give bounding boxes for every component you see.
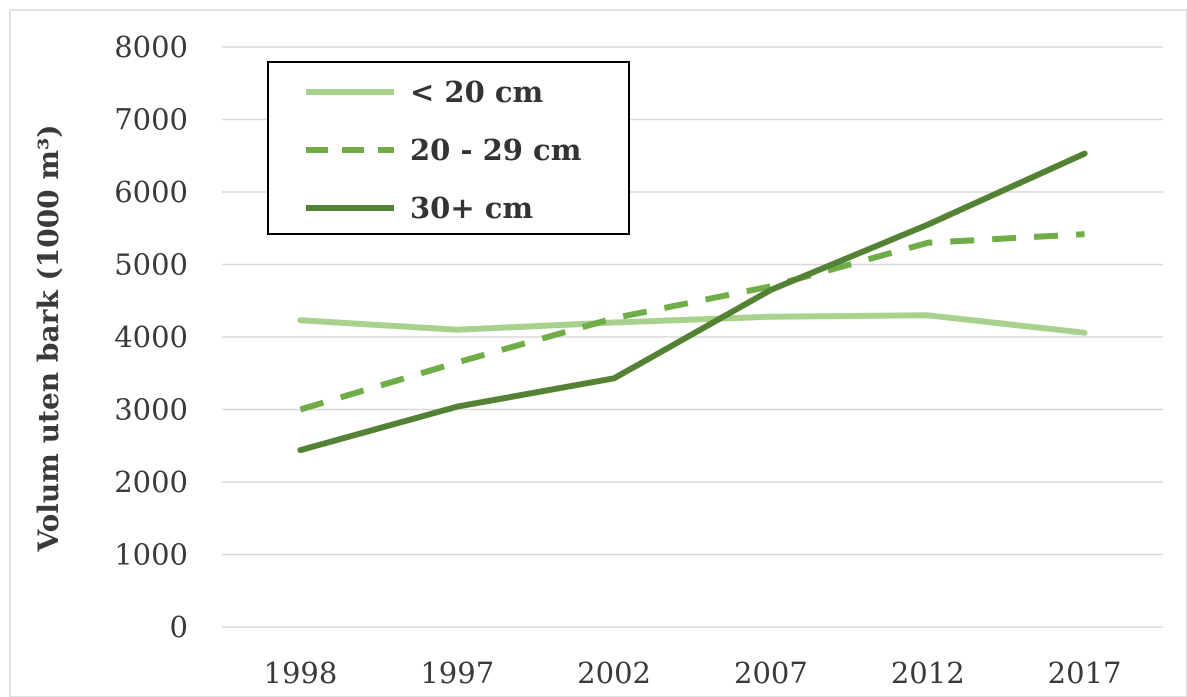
y-tick-label: 6000 bbox=[114, 175, 188, 209]
series-line bbox=[297, 312, 1088, 336]
x-tick-label: 1998 bbox=[264, 656, 338, 690]
y-tick-label: 3000 bbox=[114, 393, 188, 427]
legend: < 20 cm 20 - 29 cm 30+ cm bbox=[267, 61, 630, 235]
legend-label: 20 - 29 cm bbox=[410, 133, 582, 167]
y-tick-label: 8000 bbox=[114, 30, 188, 64]
x-tick-label: 1997 bbox=[420, 656, 494, 690]
legend-label: 30+ cm bbox=[410, 191, 533, 225]
y-tick-label: 1000 bbox=[114, 538, 188, 572]
x-axis-ticks: 1998 1997 2002 2007 2012 2017 bbox=[264, 656, 1122, 690]
y-tick-label: 5000 bbox=[114, 248, 188, 282]
x-tick-label: 2002 bbox=[577, 656, 651, 690]
y-tick-label: 0 bbox=[170, 610, 188, 644]
series-line bbox=[299, 231, 1085, 413]
x-tick-label: 2007 bbox=[734, 656, 808, 690]
x-tick-label: 2017 bbox=[1048, 656, 1122, 690]
legend-label: < 20 cm bbox=[410, 75, 544, 109]
y-tick-label: 2000 bbox=[114, 465, 188, 499]
y-tick-label: 7000 bbox=[114, 103, 188, 137]
y-axis-ticks: 0 1000 2000 3000 4000 5000 6000 7000 8000 bbox=[114, 30, 188, 644]
series-line bbox=[297, 150, 1088, 454]
y-tick-label: 4000 bbox=[114, 320, 188, 354]
series-lines bbox=[297, 150, 1088, 454]
x-tick-label: 2012 bbox=[891, 656, 965, 690]
y-axis-title: Volum uten bark (1000 m³) bbox=[32, 124, 65, 552]
